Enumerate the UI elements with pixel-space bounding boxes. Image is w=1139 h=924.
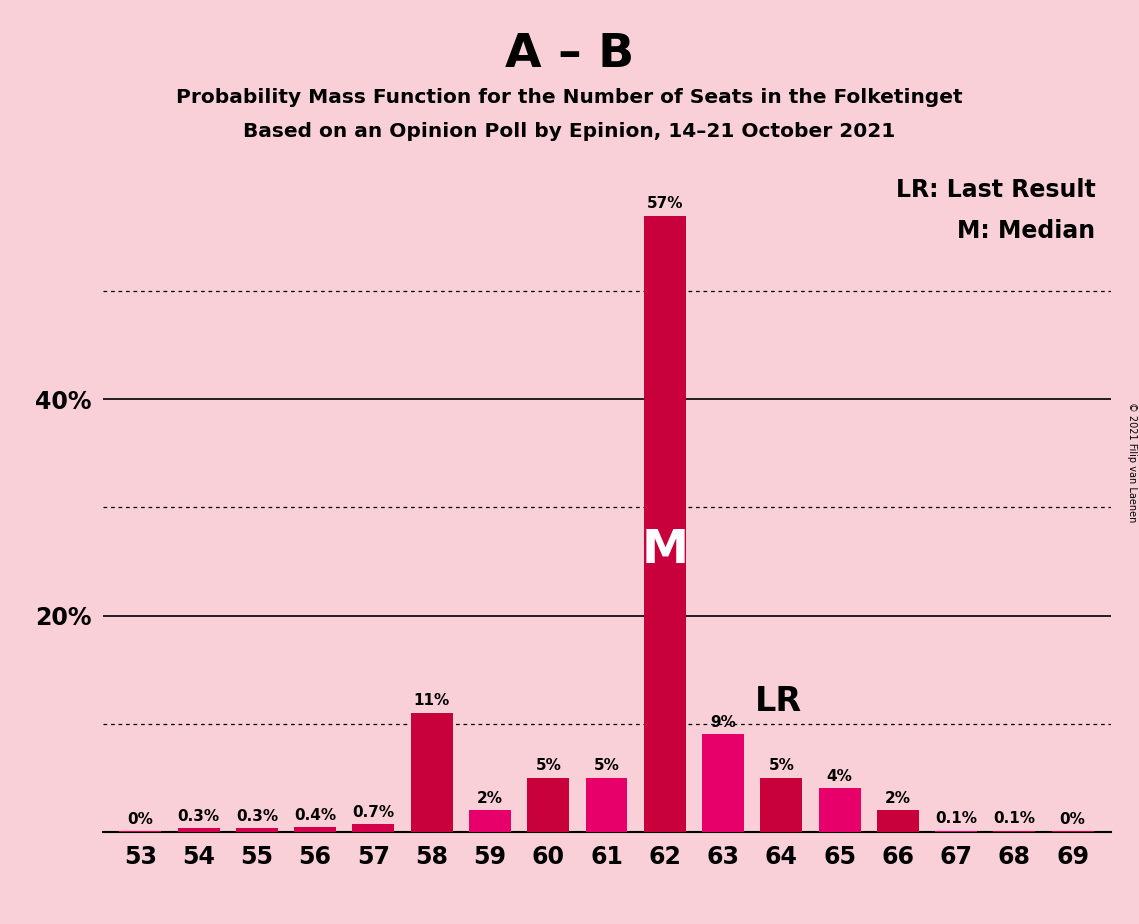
Text: © 2021 Filip van Laenen: © 2021 Filip van Laenen	[1126, 402, 1137, 522]
Bar	[877, 810, 919, 832]
Text: 0.3%: 0.3%	[178, 809, 220, 824]
Bar	[527, 778, 570, 832]
Bar	[352, 824, 394, 832]
Text: 0.1%: 0.1%	[993, 811, 1035, 826]
Text: 4%: 4%	[827, 769, 852, 784]
Text: LR: LR	[755, 686, 802, 718]
Text: 2%: 2%	[477, 791, 503, 806]
Text: 0.4%: 0.4%	[294, 808, 336, 823]
Text: M: M	[641, 529, 688, 573]
Text: 5%: 5%	[769, 759, 794, 773]
Text: LR: Last Result: LR: Last Result	[895, 178, 1096, 202]
Bar	[702, 735, 744, 832]
Text: 0%: 0%	[128, 812, 154, 827]
Bar	[294, 827, 336, 832]
Bar	[761, 778, 802, 832]
Bar	[236, 828, 278, 832]
Bar	[819, 788, 861, 832]
Text: 0.1%: 0.1%	[935, 811, 977, 826]
Text: 9%: 9%	[710, 715, 736, 730]
Bar	[935, 831, 977, 832]
Bar	[411, 712, 452, 832]
Bar	[178, 828, 220, 832]
Bar	[993, 831, 1035, 832]
Text: 0.3%: 0.3%	[236, 809, 278, 824]
Text: 11%: 11%	[413, 693, 450, 709]
Text: Based on an Opinion Poll by Epinion, 14–21 October 2021: Based on an Opinion Poll by Epinion, 14–…	[244, 122, 895, 141]
Text: 5%: 5%	[593, 759, 620, 773]
Bar	[469, 810, 511, 832]
Text: 5%: 5%	[535, 759, 562, 773]
Text: Probability Mass Function for the Number of Seats in the Folketinget: Probability Mass Function for the Number…	[177, 88, 962, 107]
Text: 0%: 0%	[1059, 812, 1085, 827]
Text: 57%: 57%	[647, 197, 683, 212]
Text: A – B: A – B	[505, 32, 634, 78]
Bar	[644, 215, 686, 832]
Text: 2%: 2%	[885, 791, 911, 806]
Text: 0.7%: 0.7%	[352, 805, 394, 820]
Bar	[585, 778, 628, 832]
Text: M: Median: M: Median	[957, 219, 1096, 243]
